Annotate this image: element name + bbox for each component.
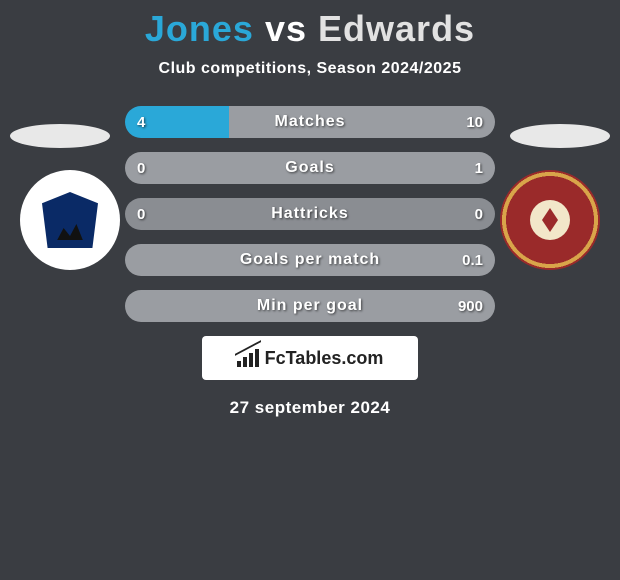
barchart-icon — [237, 349, 259, 367]
stat-value-player1: 4 — [137, 114, 145, 131]
fctables-logo: FcTables.com — [202, 336, 418, 380]
player1-platform — [10, 124, 110, 148]
title-player1: Jones — [145, 8, 254, 49]
stat-value-player2: 10 — [466, 114, 483, 131]
comparison-title: Jones vs Edwards — [0, 0, 620, 50]
stat-row: Min per goal900 — [125, 290, 495, 322]
stat-value-player1: 0 — [137, 206, 145, 223]
stats-container: Matches410Goals01Hattricks00Goals per ma… — [125, 106, 495, 322]
player2-platform — [510, 124, 610, 148]
stat-value-player2: 1 — [475, 160, 483, 177]
stat-row: Goals per match0.1 — [125, 244, 495, 276]
stat-row: Goals0 1 — [125, 152, 495, 184]
stat-value-player2: 0 — [475, 206, 483, 223]
stat-label: Goals — [125, 159, 495, 177]
title-player2: Edwards — [318, 8, 475, 49]
stat-label: Hattricks — [125, 205, 495, 223]
date-label: 27 september 2024 — [0, 398, 620, 418]
player2-club-crest — [500, 170, 600, 270]
stat-label: Matches — [125, 113, 495, 131]
stat-label: Goals per match — [125, 251, 495, 269]
player1-club-crest — [20, 170, 120, 270]
subtitle: Club competitions, Season 2024/2025 — [0, 60, 620, 78]
stat-value-player1: 0 — [137, 160, 145, 177]
stat-value-player2: 0.1 — [462, 252, 483, 269]
stat-value-player2: 900 — [458, 298, 483, 315]
logo-text: FcTables.com — [265, 348, 384, 369]
title-vs: vs — [265, 8, 307, 49]
stat-row: Hattricks0 0 — [125, 198, 495, 230]
stat-row: Matches4 10 — [125, 106, 495, 138]
stat-label: Min per goal — [125, 297, 495, 315]
